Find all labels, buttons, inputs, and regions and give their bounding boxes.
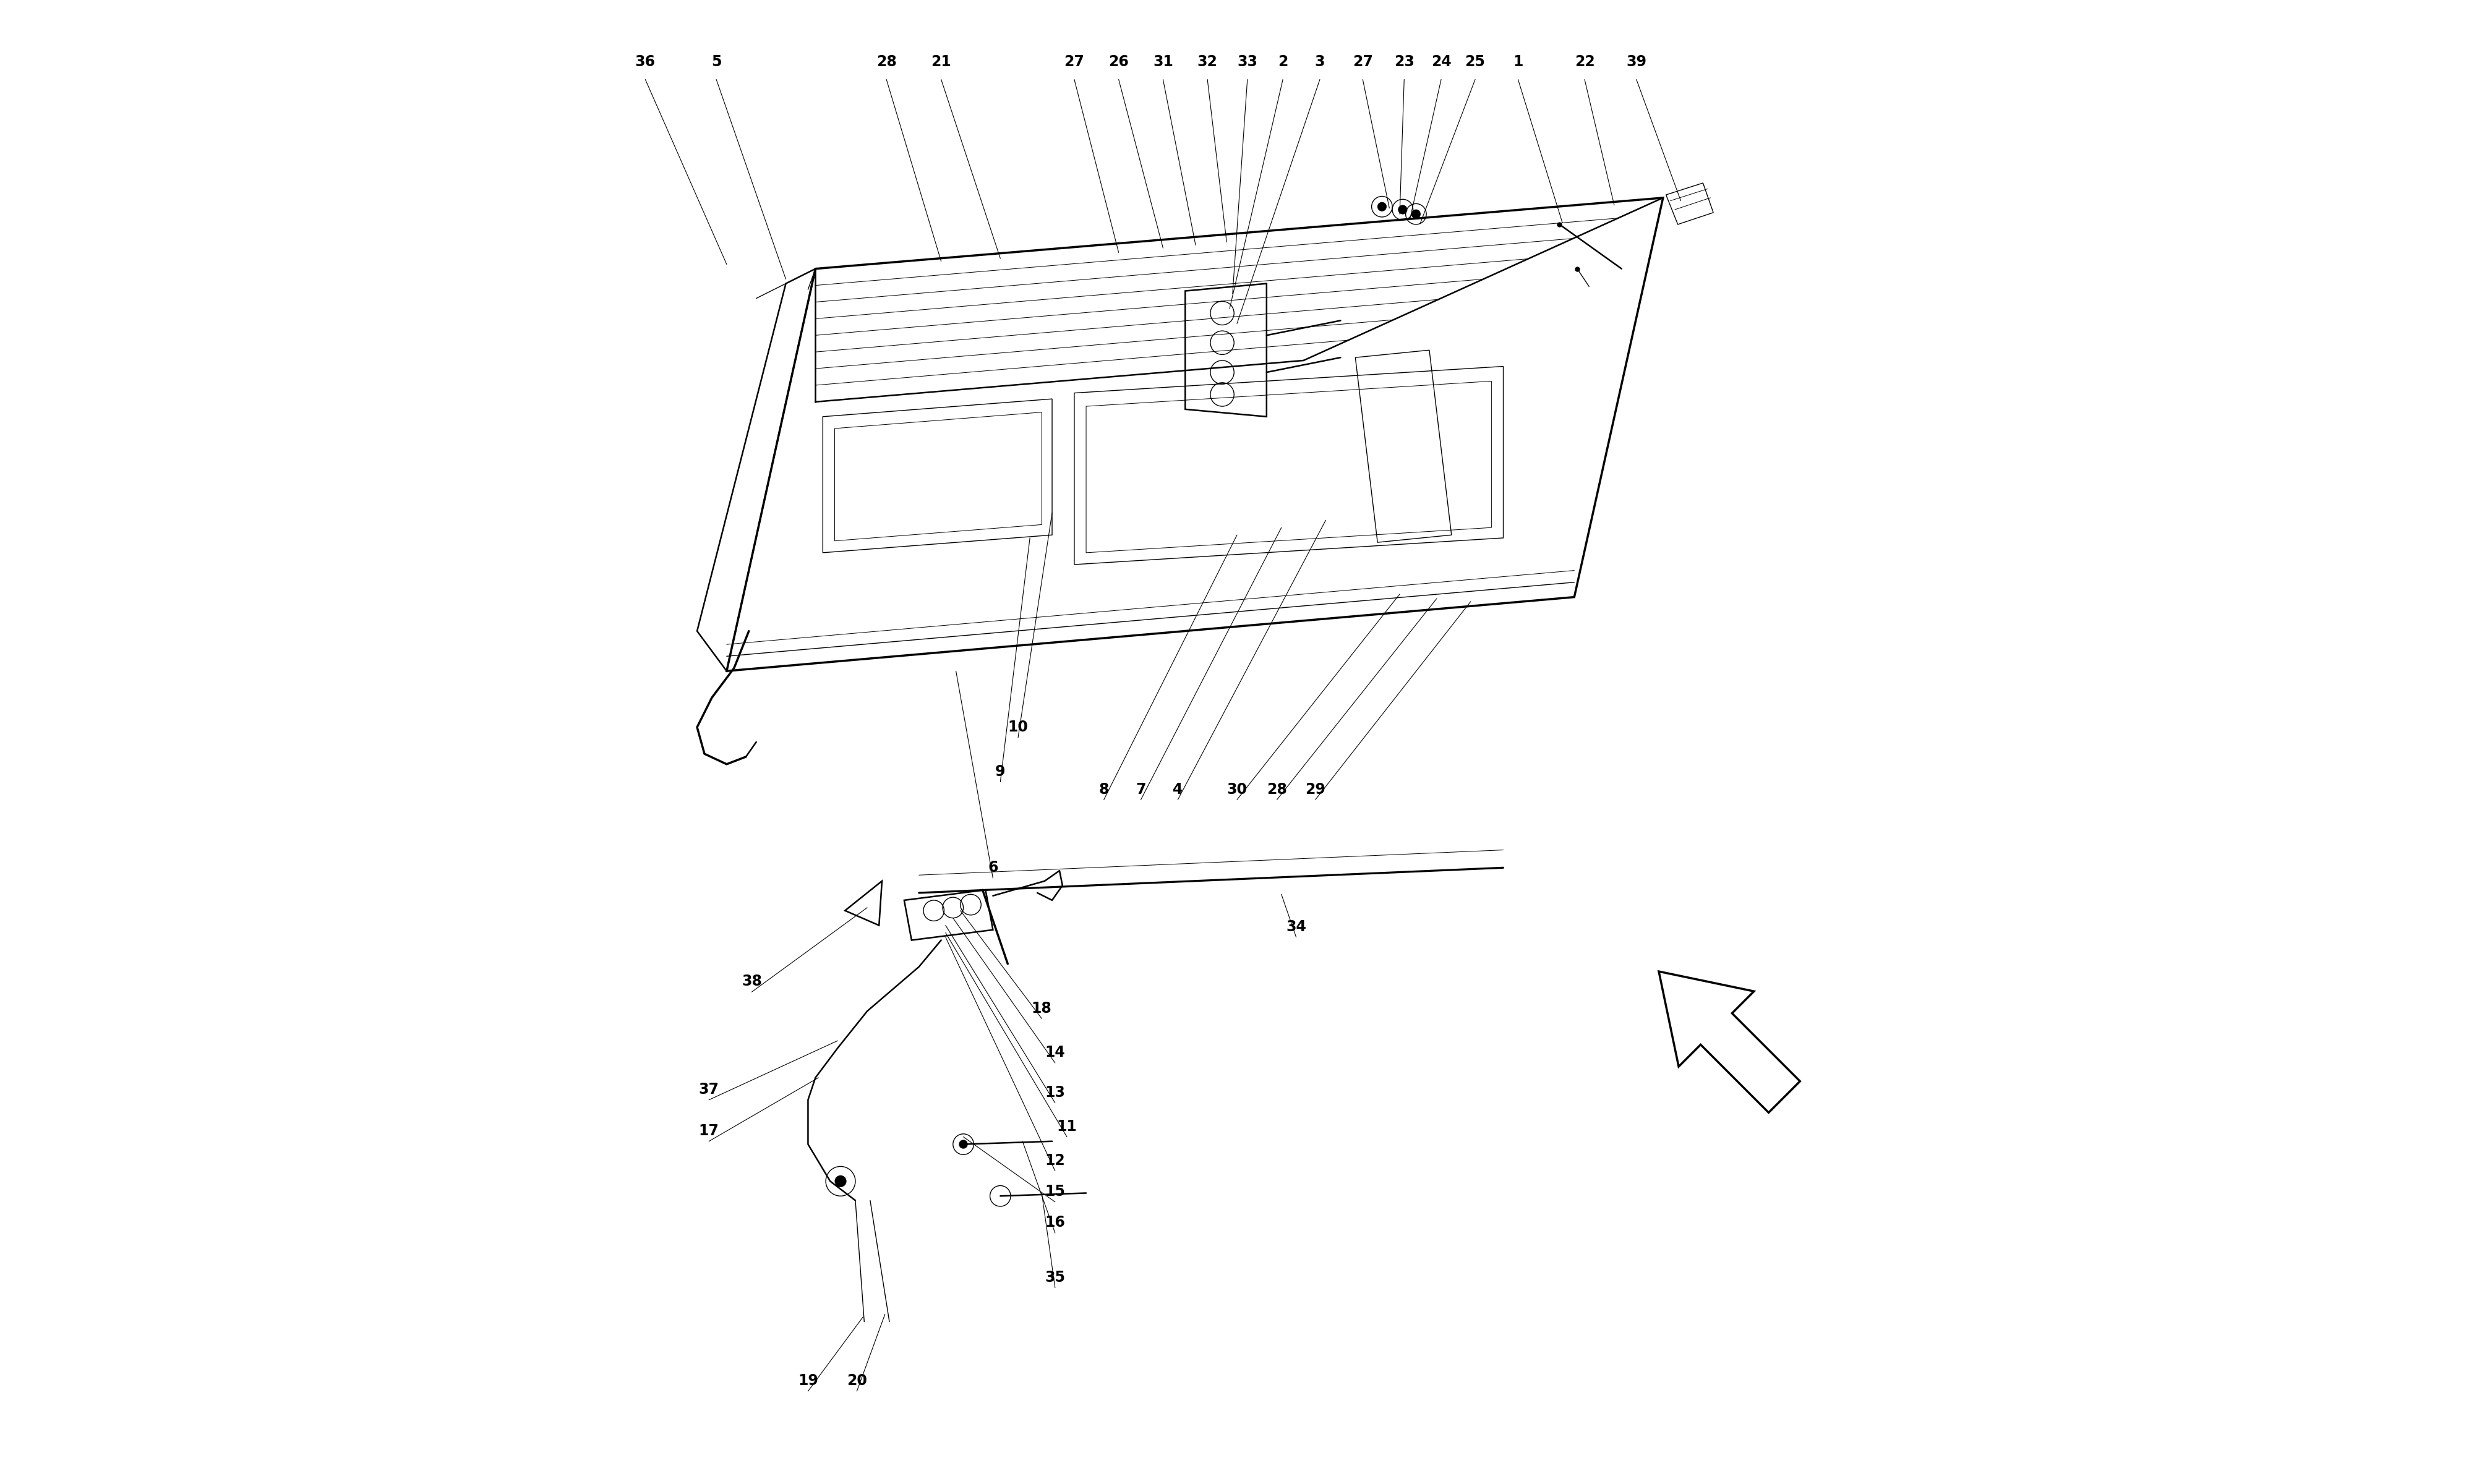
- Text: 23: 23: [1393, 55, 1415, 70]
- Text: 28: 28: [1267, 782, 1286, 797]
- Text: 22: 22: [1573, 55, 1596, 70]
- Text: 35: 35: [1044, 1270, 1066, 1285]
- Text: 6: 6: [987, 861, 997, 876]
- Text: 19: 19: [797, 1374, 819, 1389]
- Text: 34: 34: [1286, 920, 1306, 935]
- Text: 2: 2: [1277, 55, 1289, 70]
- Text: 38: 38: [742, 974, 762, 988]
- Text: 27: 27: [1353, 55, 1373, 70]
- Circle shape: [960, 1140, 967, 1149]
- Text: 1: 1: [1514, 55, 1524, 70]
- Text: 26: 26: [1108, 55, 1128, 70]
- Text: 7: 7: [1136, 782, 1145, 797]
- Circle shape: [1378, 202, 1385, 211]
- Text: 21: 21: [930, 55, 952, 70]
- Text: 4: 4: [1173, 782, 1183, 797]
- Text: 37: 37: [698, 1082, 720, 1097]
- Text: 12: 12: [1044, 1153, 1066, 1168]
- Text: 9: 9: [995, 764, 1004, 779]
- Text: 14: 14: [1044, 1045, 1066, 1060]
- Text: 25: 25: [1465, 55, 1484, 70]
- Text: 18: 18: [1032, 1000, 1051, 1015]
- Text: 20: 20: [846, 1374, 866, 1389]
- Text: 27: 27: [1064, 55, 1084, 70]
- Text: 39: 39: [1625, 55, 1648, 70]
- Text: 11: 11: [1056, 1119, 1076, 1134]
- Text: 13: 13: [1044, 1085, 1066, 1100]
- Text: 30: 30: [1227, 782, 1247, 797]
- Text: 29: 29: [1306, 782, 1326, 797]
- Text: 8: 8: [1098, 782, 1108, 797]
- Text: 28: 28: [876, 55, 896, 70]
- Text: 24: 24: [1430, 55, 1452, 70]
- Text: 36: 36: [636, 55, 656, 70]
- Text: 31: 31: [1153, 55, 1173, 70]
- Text: 32: 32: [1197, 55, 1217, 70]
- Text: 15: 15: [1044, 1184, 1066, 1199]
- Circle shape: [1398, 205, 1408, 214]
- Text: 5: 5: [710, 55, 722, 70]
- Text: 33: 33: [1237, 55, 1257, 70]
- Text: 16: 16: [1044, 1215, 1066, 1230]
- Circle shape: [834, 1175, 846, 1187]
- Text: 17: 17: [698, 1123, 720, 1138]
- Text: 3: 3: [1314, 55, 1326, 70]
- Text: 10: 10: [1007, 720, 1029, 735]
- Circle shape: [1413, 209, 1420, 218]
